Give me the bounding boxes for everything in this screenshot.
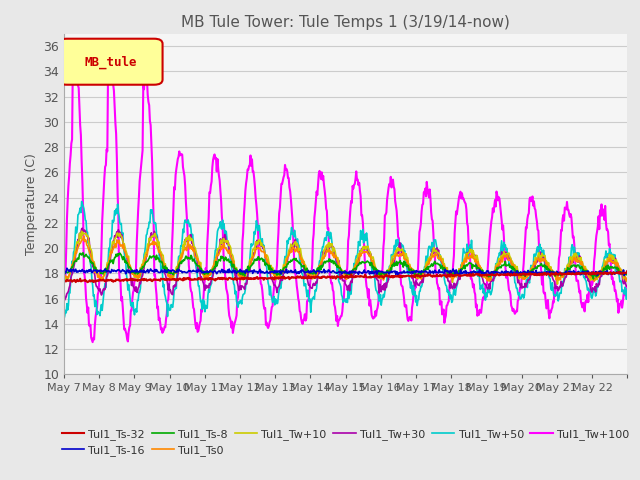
Title: MB Tule Tower: Tule Temps 1 (3/19/14-now): MB Tule Tower: Tule Temps 1 (3/19/14-now… (181, 15, 510, 30)
Y-axis label: Temperature (C): Temperature (C) (25, 153, 38, 255)
FancyBboxPatch shape (58, 39, 163, 84)
Legend: Tul1_Ts-32, Tul1_Ts-16, Tul1_Ts-8, Tul1_Ts0, Tul1_Tw+10, Tul1_Tw+30, Tul1_Tw+50,: Tul1_Ts-32, Tul1_Ts-16, Tul1_Ts-8, Tul1_… (58, 424, 634, 460)
Text: MB_tule: MB_tule (84, 56, 137, 69)
